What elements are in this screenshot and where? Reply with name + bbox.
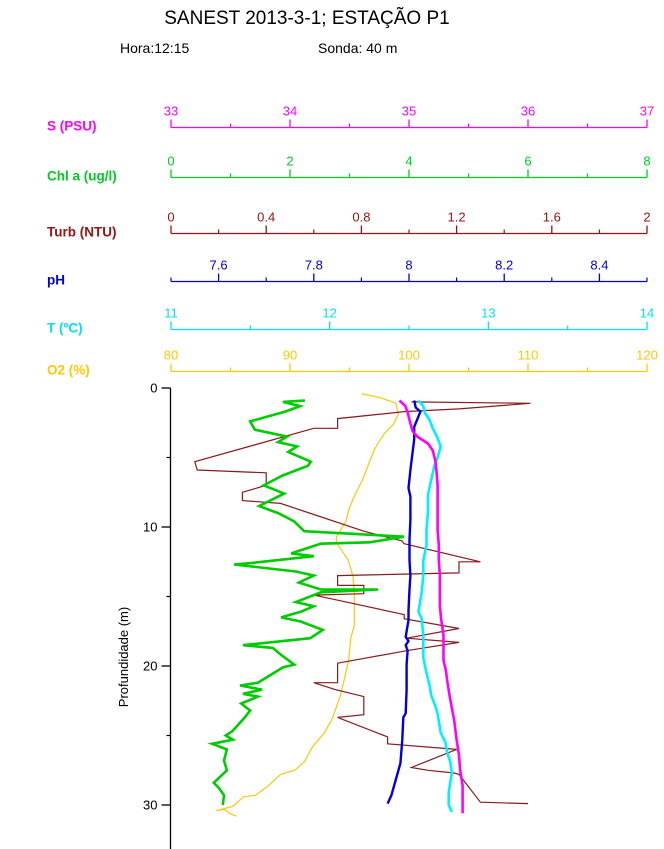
series-o2-line — [216, 392, 399, 817]
axis-s-tick-label: 37 — [640, 104, 654, 119]
axis-turb-title: Turb (NTU) — [47, 225, 116, 240]
axis-o2-tick-label: 80 — [164, 348, 178, 363]
axis-s-tick-label: 34 — [283, 104, 297, 119]
axis-o2-tick-label: 110 — [518, 348, 539, 363]
axis-ph-tick-label: 8 — [405, 258, 412, 273]
axis-chl-tick-label: 6 — [524, 154, 531, 169]
axis-t-tick-label: 14 — [640, 306, 654, 321]
axis-ph-tick-label: 7.6 — [210, 258, 228, 273]
series-s-line — [398, 399, 464, 814]
axis-ph-tick-label: 8.4 — [590, 258, 608, 273]
axis-chl-title: Chl a (ug/l) — [47, 169, 117, 184]
axis-t-tick-label: 13 — [481, 306, 495, 321]
axis-turb-tick-label: 0.4 — [257, 210, 275, 225]
series-chl-line — [207, 399, 405, 806]
axis-t-tick-label: 12 — [322, 306, 336, 321]
hora-label: Hora:12:15 — [120, 40, 189, 56]
axis-s-tick-label: 35 — [402, 104, 416, 119]
series-layer — [194, 392, 531, 817]
depth-axis-tick-label: 30 — [143, 798, 157, 813]
chart-title: SANEST 2013-3-1; ESTAÇÃO P1 — [164, 7, 449, 29]
axis-chl-tick-label: 8 — [643, 154, 650, 169]
axes-layer: 33 34 35 36 37 S (PSU) 0 2 4 6 8 Chl a (ug/l) 0 0.4 0.… — [47, 104, 658, 849]
series-turb-line — [194, 401, 531, 805]
axis-ph-title: pH — [47, 273, 65, 288]
axis-turb-tick-label: 1.2 — [448, 210, 466, 225]
axis-turb-tick-label: 0 — [167, 210, 174, 225]
axis-t-title: T (ºC) — [47, 321, 83, 336]
depth-axis-tick-label: 20 — [143, 659, 157, 674]
axis-t-tick-label: 11 — [164, 306, 178, 321]
series-t-line — [417, 399, 454, 813]
axis-s-title: S (PSU) — [47, 119, 97, 134]
axis-o2-tick-label: 90 — [283, 348, 297, 363]
axis-o2-tick-label: 100 — [398, 348, 420, 363]
axis-ph-tick-label: 8.2 — [495, 258, 513, 273]
sonda-label: Sonda: 40 m — [318, 40, 397, 56]
axis-chl-tick-label: 4 — [405, 154, 412, 169]
depth-axis-title: Profundidade (m) — [116, 607, 131, 707]
series-ph-line — [386, 400, 422, 805]
axis-chl-tick-label: 0 — [167, 154, 174, 169]
depth-axis-tick-label: 10 — [143, 520, 157, 535]
axis-turb-tick-label: 2 — [643, 210, 650, 225]
axis-turb-tick-label: 0.8 — [352, 210, 370, 225]
axis-s-tick-label: 33 — [164, 104, 178, 119]
axis-turb-tick-label: 1.6 — [543, 210, 561, 225]
axis-s-tick-label: 36 — [521, 104, 535, 119]
depth-axis-tick-label: 0 — [150, 381, 157, 396]
axis-ph-tick-label: 7.8 — [305, 258, 323, 273]
axis-chl-tick-label: 2 — [286, 154, 293, 169]
axis-o2-title: O2 (%) — [47, 363, 90, 378]
axis-o2-tick-label: 120 — [636, 348, 658, 363]
